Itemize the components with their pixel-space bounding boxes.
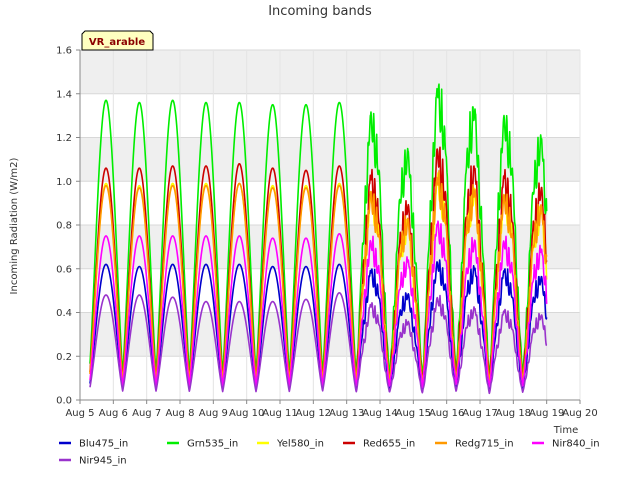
series-line-Blu475_in [89,259,548,392]
x-tick-label: Aug 6 [99,408,128,419]
legend: Blu475_in Grn535_in Yel580_in Red655_in Redg… [59,439,600,467]
site-badge: VR_arable [81,30,154,51]
legend-label: Red655_in [363,439,415,450]
legend-item-Red655_in: Red655_in [343,439,415,450]
series-line-Grn535_in [89,83,548,378]
legend-item-Blu475_in: Blu475_in [59,439,128,450]
y-tick-label: 1.6 [56,46,72,57]
legend-label: Yel580_in [276,439,324,450]
y-tick-label: 0.0 [56,396,72,407]
legend-item-Yel580_in: Yel580_in [257,439,324,450]
x-tick-label: Aug 9 [199,408,228,419]
legend-item-Nir945_in: Nir945_in [59,456,127,467]
legend-label: Nir840_in [552,439,600,450]
x-tick-label: Aug 12 [296,408,331,419]
x-tick-label: Aug 11 [262,408,297,419]
x-tick-label: Aug 15 [396,408,431,419]
series-line-Redg715_in [89,169,548,385]
plot-band [80,137,580,182]
y-tick-label: 0.4 [56,308,72,319]
x-tick-label: Aug 7 [132,408,161,419]
series-line-Nir840_in [89,220,548,389]
x-tick-label: Aug 14 [362,408,397,419]
legend-item-Redg715_in: Redg715_in [435,439,514,450]
x-axis-title: Time [553,425,578,436]
y-tick-label: 0.8 [56,221,72,232]
legend-label: Blu475_in [79,439,128,450]
x-tick-label: Aug 10 [229,408,264,419]
legend-label: Nir945_in [79,456,127,467]
series-line-Nir945_in [89,292,548,395]
y-tick-label: 1.4 [56,89,72,100]
y-tick-label: 0.6 [56,264,72,275]
chart-title: Incoming bands [268,4,372,19]
x-tick-label: Aug 20 [562,408,597,419]
series-layer [89,83,548,395]
x-tick-label: Aug 8 [165,408,194,419]
badge-label: VR_arable [89,37,145,48]
y-axis-ticks: 0.0 0.2 0.4 0.6 0.8 1.0 1.2 1.4 1.6 [56,46,80,407]
y-tick-label: 0.2 [56,352,72,363]
legend-item-Nir840_in: Nir840_in [532,439,600,450]
y-axis-title: Incoming Radiation (W/m2) [9,157,20,294]
plot-band [80,50,580,94]
badge-box [81,30,154,51]
x-tick-label: Aug 19 [529,408,564,419]
x-tick-label: Aug 5 [65,408,94,419]
y-tick-label: 1.0 [56,177,72,188]
legend-item-Grn535_in: Grn535_in [167,439,238,450]
x-tick-label: Aug 13 [329,408,364,419]
x-tick-label: Aug 18 [496,408,531,419]
legend-label: Redg715_in [455,439,514,450]
x-tick-label: Aug 16 [429,408,464,419]
x-tick-label: Aug 17 [462,408,497,419]
legend-label: Grn535_in [187,439,238,450]
y-tick-label: 1.2 [56,133,72,144]
